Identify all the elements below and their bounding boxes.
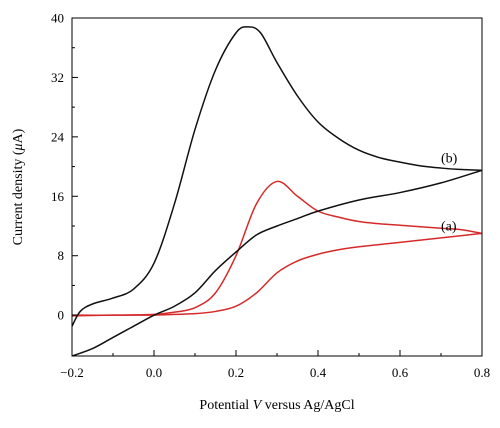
plot-frame	[71, 17, 483, 357]
series-label-b: (b)	[441, 151, 458, 166]
x-tick-label: 0.0	[146, 365, 162, 380]
y-axis-title-part: A)	[11, 128, 26, 143]
y-tick-label: 16	[51, 189, 65, 204]
axes-layer	[71, 17, 483, 357]
series-b-forward-scan-line	[72, 26, 482, 328]
y-axis-title-part: Current density (	[11, 150, 26, 245]
y-tick-label: 40	[51, 11, 64, 26]
x-tick-label: 0.6	[392, 365, 409, 380]
x-tick-label: −0.2	[60, 365, 84, 380]
labels-layer: −0.2 0.0 0.2 0.4 0.6 0.8 0 8 16 24 32 40 Potential V…	[11, 11, 490, 414]
series-a-forward-scan-line	[72, 180, 482, 316]
y-tick-label: 8	[58, 248, 65, 263]
series-label-a: (a)	[441, 219, 457, 234]
x-axis-title-italic: V	[253, 398, 263, 413]
series-a-reverse-scan-line	[72, 232, 482, 317]
x-axis-title: Potential V versus Ag/AgCl	[199, 398, 354, 413]
x-tick-label: 0.2	[228, 365, 244, 380]
y-axis-title-italic: μ	[11, 143, 26, 151]
y-tick-label: 24	[51, 129, 65, 144]
y-tick-label: 32	[51, 70, 64, 85]
x-axis-title-part: versus Ag/AgCl	[261, 398, 354, 413]
x-axis-title-part: Potential	[199, 398, 252, 413]
series-layer	[72, 26, 482, 356]
y-axis-title: Current density (μA)	[11, 128, 26, 245]
x-tick-label: 0.4	[310, 365, 327, 380]
series-b-reverse-scan-line	[72, 169, 482, 356]
x-tick-label: 0.8	[474, 365, 490, 380]
y-tick-label: 0	[58, 308, 65, 323]
